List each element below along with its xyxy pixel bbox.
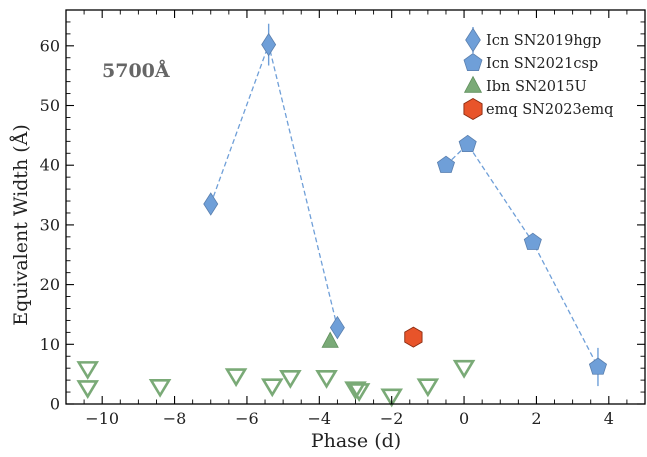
data-point (344, 381, 367, 401)
y-tick-label: 20 (40, 275, 60, 294)
x-axis-label: Phase (d) (311, 430, 401, 452)
data-point (404, 326, 423, 348)
y-tick-label: 10 (40, 335, 60, 354)
legend: Icn SN2019hgp Icn SN2021csp Ibn SN2015U emq… (463, 27, 613, 121)
legend-marker (465, 27, 481, 53)
x-tick-label: −6 (235, 409, 259, 428)
data-markers (76, 23, 607, 408)
data-point (315, 370, 338, 389)
legend-label: Icn SN2019hgp (486, 33, 601, 49)
x-tick-label: 2 (531, 409, 541, 428)
data-point (452, 359, 476, 379)
data-point (321, 331, 339, 348)
data-point (436, 155, 456, 173)
y-tick-label: 0 (50, 395, 60, 414)
data-point (76, 361, 100, 380)
data-point (347, 383, 371, 402)
data-point (224, 368, 248, 388)
data-point (260, 378, 284, 398)
x-tick-label: −4 (308, 409, 332, 428)
x-tick-label: −2 (380, 409, 404, 428)
series-line-1 (445, 143, 599, 368)
data-point (148, 378, 172, 398)
data-point (523, 232, 542, 250)
y-tick-label: 30 (40, 215, 60, 234)
wavelength-annotation: 5700Å (102, 59, 170, 82)
data-point (416, 378, 440, 398)
data-point (279, 370, 302, 389)
legend-label: Icn SN2021csp (486, 56, 598, 72)
data-point (588, 357, 607, 375)
legend-label: Ibn SN2015U (486, 79, 587, 95)
data-point (261, 32, 277, 57)
x-tick-label: 4 (604, 409, 614, 428)
series-line-0 (210, 42, 339, 328)
y-axis-label: Equivalent Width (Å) (10, 124, 32, 326)
y-tick-label: 60 (40, 36, 60, 55)
data-point (76, 380, 100, 400)
data-point (380, 388, 403, 408)
data-point (329, 315, 345, 340)
legend-marker (463, 53, 483, 72)
x-tick-label: 0 (459, 409, 469, 428)
y-tick-label: 40 (40, 156, 60, 175)
legend-label: emq SN2023emq (486, 102, 613, 118)
x-tick-label: −8 (163, 409, 187, 428)
x-tick-label: −10 (85, 409, 119, 428)
data-point (203, 192, 219, 216)
y-tick-label: 50 (40, 96, 60, 115)
legend-marker (463, 75, 483, 93)
legend-marker (463, 97, 483, 121)
data-point (458, 134, 477, 153)
